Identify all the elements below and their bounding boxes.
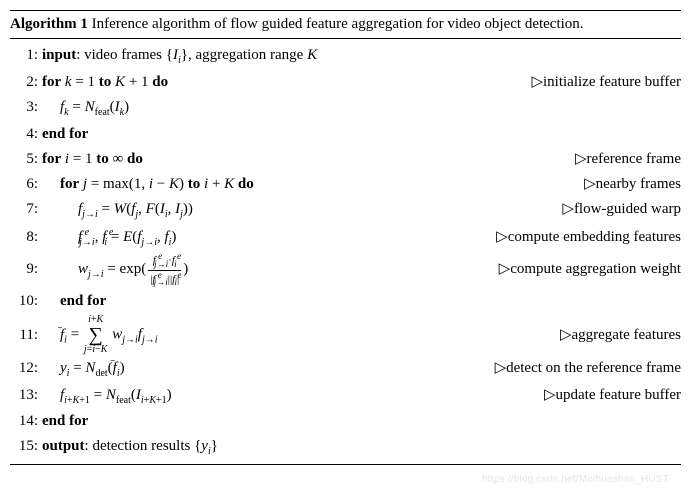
line-comment: flow-guided warp xyxy=(552,198,681,221)
line-content: fj→i = W(fj, F(Ii, Ij)) flow-guided warp xyxy=(38,198,681,223)
line-number: 15: xyxy=(10,435,38,458)
algo-line: 8:f ej→i, f ei = E(fj→i, fi) compute embe… xyxy=(10,224,681,252)
line-number: 12: xyxy=(10,357,38,380)
algo-line: 5:for i = 1 to ∞ do reference frame xyxy=(10,147,681,172)
line-comment: compute embedding features xyxy=(486,226,681,249)
line-content: for j = max(1, i − K) to i + K do nearby … xyxy=(38,173,681,196)
line-comment: aggregate features xyxy=(550,324,681,347)
line-number: 1: xyxy=(10,44,38,67)
algorithm-box: Algorithm 1 Inference algorithm of flow … xyxy=(10,10,681,465)
line-comment: update feature buffer xyxy=(534,384,681,407)
line-code: end for xyxy=(42,290,106,313)
line-number: 2: xyxy=(10,71,38,94)
algo-line: 11:̄fi = i+K∑j=i−K wj→ifj→i aggregate fea… xyxy=(10,314,681,356)
algo-line: 4:end for xyxy=(10,122,681,147)
line-content: end for xyxy=(38,123,681,146)
line-code: end for xyxy=(42,123,88,146)
line-comment: reference frame xyxy=(565,148,681,171)
line-number: 5: xyxy=(10,148,38,171)
title-label: Algorithm 1 xyxy=(10,16,88,32)
line-content: f ej→i, f ei = E(fj→i, fi) compute embedd… xyxy=(38,225,681,251)
algo-line: 3:fk = Nfeat(Ik) xyxy=(10,95,681,122)
line-content: output: detection results {yi} xyxy=(38,435,681,460)
title-text: Inference algorithm of flow guided featu… xyxy=(88,16,584,32)
algo-line: 10:end for xyxy=(10,289,681,314)
line-code: end for xyxy=(42,410,88,433)
line-code: f ej→i, f ei = E(fj→i, fi) xyxy=(42,225,176,251)
line-code: for i = 1 to ∞ do xyxy=(42,148,143,171)
line-comment: initialize feature buffer xyxy=(521,71,681,94)
line-code: for k = 1 to K + 1 do xyxy=(42,71,168,94)
algo-line: 2:for k = 1 to K + 1 do initialize featur… xyxy=(10,70,681,95)
line-content: for i = 1 to ∞ do reference frame xyxy=(38,148,681,171)
line-number: 4: xyxy=(10,123,38,146)
algo-line: 1:input: video frames {Ii}, aggregation … xyxy=(10,43,681,70)
algo-line: 15:output: detection results {yi} xyxy=(10,434,681,461)
algo-line: 9:wj→i = exp(f ej→i·f ei|f ej→i||f ei|) c… xyxy=(10,251,681,289)
line-code: wj→i = exp(f ej→i·f ei|f ej→i||f ei|) xyxy=(42,252,188,288)
line-content: yi = Ndet(̄fi) detect on the reference fr… xyxy=(38,357,681,382)
line-number: 11: xyxy=(10,324,38,347)
line-code: output: detection results {yi} xyxy=(42,435,218,460)
line-content: fi+K+1 = Nfeat(Ii+K+1) update feature buf… xyxy=(38,384,681,409)
line-comment: nearby frames xyxy=(574,173,681,196)
watermark-text: https://blog.csdn.net/Meihuashan_HUST xyxy=(482,474,669,485)
line-content: input: video frames {Ii}, aggregation ra… xyxy=(38,44,681,69)
line-number: 7: xyxy=(10,198,38,221)
line-content: end for xyxy=(38,290,681,313)
line-number: 9: xyxy=(10,258,38,281)
line-code: yi = Ndet(̄fi) xyxy=(42,357,125,382)
line-number: 6: xyxy=(10,173,38,196)
line-content: end for xyxy=(38,410,681,433)
line-content: ̄fi = i+K∑j=i−K wj→ifj→i aggregate featur… xyxy=(38,315,681,355)
line-number: 10: xyxy=(10,290,38,313)
line-number: 3: xyxy=(10,96,38,119)
algo-line: 7:fj→i = W(fj, F(Ii, Ij)) flow-guided war… xyxy=(10,197,681,224)
line-comment: detect on the reference frame xyxy=(485,357,681,380)
line-code: input: video frames {Ii}, aggregation ra… xyxy=(42,44,317,69)
line-number: 13: xyxy=(10,384,38,407)
line-code: ̄fi = i+K∑j=i−K wj→ifj→i xyxy=(42,315,158,355)
line-code: fj→i = W(fj, F(Ii, Ij)) xyxy=(42,198,193,223)
line-number: 14: xyxy=(10,410,38,433)
algorithm-title: Algorithm 1 Inference algorithm of flow … xyxy=(10,11,681,39)
algorithm-body: 1:input: video frames {Ii}, aggregation … xyxy=(10,39,681,464)
algo-line: 12:yi = Ndet(̄fi) detect on the reference… xyxy=(10,356,681,383)
line-number: 8: xyxy=(10,226,38,249)
line-code: fk = Nfeat(Ik) xyxy=(42,96,129,121)
line-code: for j = max(1, i − K) to i + K do xyxy=(42,173,254,196)
line-comment: compute aggregation weight xyxy=(489,258,681,281)
line-content: for k = 1 to K + 1 do initialize feature … xyxy=(38,71,681,94)
algo-line: 6:for j = max(1, i − K) to i + K do nearb… xyxy=(10,172,681,197)
line-code: fi+K+1 = Nfeat(Ii+K+1) xyxy=(42,384,172,409)
line-content: fk = Nfeat(Ik) xyxy=(38,96,681,121)
line-content: wj→i = exp(f ej→i·f ei|f ej→i||f ei|) com… xyxy=(38,252,681,288)
algo-line: 13:fi+K+1 = Nfeat(Ii+K+1) update feature … xyxy=(10,383,681,410)
algo-line: 14:end for xyxy=(10,409,681,434)
